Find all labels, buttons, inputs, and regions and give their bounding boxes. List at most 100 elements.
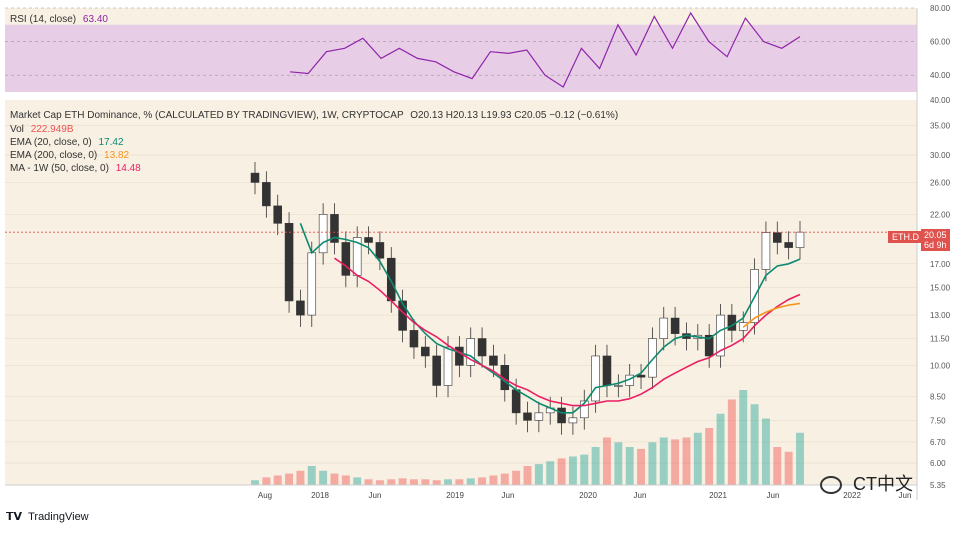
- candle-body: [557, 407, 566, 424]
- candle-body: [296, 300, 305, 316]
- main-tick-label: 11.50: [930, 335, 950, 344]
- ma50-label: MA - 1W (50, close, 0): [10, 163, 109, 174]
- main-y-axis: 40.00 35.00 30.00 26.00 22.00 17.00 15.00 13.00…: [930, 96, 951, 490]
- volume-bar: [523, 466, 532, 485]
- main-legend-title: Market Cap ETH Dominance, % (CALCULATED …: [10, 110, 618, 121]
- volume-bar: [693, 432, 702, 485]
- candle-body: [648, 338, 657, 378]
- volume-bars: [251, 390, 804, 485]
- candle-body: [284, 223, 294, 302]
- volume-bar: [285, 473, 294, 485]
- volume-bar: [489, 475, 498, 485]
- volume-bar: [716, 413, 725, 485]
- candle-body: [443, 346, 453, 386]
- main-tick-label: 15.00: [930, 284, 951, 293]
- main-tick-label: 26.00: [930, 178, 951, 187]
- main-tick-label: 40.00: [930, 96, 951, 105]
- candle-body: [341, 242, 351, 276]
- watermark: CT中文: [820, 470, 913, 496]
- volume-bar: [341, 475, 350, 485]
- vol-legend: Vol 222.949B: [10, 124, 74, 135]
- volume-bar: [319, 470, 328, 485]
- volume-bar: [773, 447, 782, 485]
- candle-body: [704, 334, 714, 357]
- ema20-label: EMA (20, close, 0): [10, 137, 92, 148]
- tv-brand: TradingView: [28, 511, 89, 523]
- volume-bar: [557, 458, 566, 485]
- candle-body: [432, 355, 441, 386]
- candle-body: [727, 314, 737, 331]
- tradingview-logo[interactable]: 𝗧𝗩 TradingView: [6, 510, 89, 523]
- vol-value: 222.949B: [30, 124, 74, 135]
- volume-bar: [659, 437, 668, 485]
- volume-bar: [603, 437, 611, 485]
- candle-body: [534, 412, 544, 421]
- volume-bar: [750, 404, 759, 485]
- ema20-line: [299, 223, 801, 414]
- volume-bar: [761, 418, 770, 485]
- ma50-value: 14.48: [115, 163, 141, 174]
- volume-bar: [705, 428, 714, 485]
- ma50-line: [334, 257, 801, 407]
- volume-bar: [387, 479, 396, 485]
- candle-body: [409, 330, 419, 348]
- candle-body: [784, 242, 793, 248]
- volume-bar: [409, 479, 418, 485]
- candle-body: [262, 182, 271, 207]
- rsi-line: [289, 11, 801, 88]
- candle-body: [375, 242, 385, 259]
- symbol-title: Market Cap ETH Dominance, % (CALCULATED …: [10, 110, 404, 121]
- main-tick-label: 8.50: [930, 392, 946, 401]
- volume-bar: [682, 437, 691, 485]
- volume-bar: [444, 479, 452, 485]
- candle-body: [455, 346, 464, 366]
- candle-body: [795, 231, 805, 248]
- x-tick-label: Jun: [369, 491, 382, 500]
- volume-bar: [466, 478, 475, 485]
- candle-body: [307, 252, 317, 316]
- volume-bar: [353, 477, 362, 485]
- x-tick-label: Jun: [502, 491, 515, 500]
- main-tick-label: 17.00: [930, 260, 951, 269]
- wechat-icon: [820, 476, 842, 495]
- volume-bar: [648, 442, 657, 485]
- candle-body: [273, 205, 282, 224]
- volume-bar: [251, 480, 259, 485]
- x-tick-label: Jun: [899, 491, 912, 500]
- volume-bar: [262, 477, 271, 485]
- volume-bar: [421, 479, 430, 485]
- ema200-legend: EMA (200, close, 0) 13.82: [10, 150, 129, 161]
- rsi-legend-label: RSI (14, close): [10, 14, 77, 25]
- candle-body: [511, 389, 521, 414]
- volume-bar: [637, 448, 646, 485]
- volume-bar: [512, 470, 521, 485]
- main-tick-label: 6.00: [930, 459, 946, 468]
- volume-bar: [671, 439, 680, 485]
- volume-bar: [784, 451, 793, 485]
- volume-bar: [500, 473, 509, 485]
- volume-bar: [727, 399, 736, 485]
- main-tick-label: 5.35: [930, 481, 946, 490]
- candle-body: [250, 172, 260, 183]
- main-tick-label: 13.00: [930, 311, 951, 320]
- x-tick-label: Aug: [258, 491, 272, 500]
- rsi-band: [5, 24, 917, 92]
- volume-bar: [614, 442, 623, 485]
- ema200-value: 13.82: [104, 150, 130, 161]
- rsi-tick-label: 60.00: [930, 38, 951, 47]
- main-tick-label: 22.00: [930, 210, 951, 219]
- candle-body: [579, 400, 589, 419]
- x-tick-label: 2021: [709, 491, 727, 500]
- volume-bar: [307, 466, 316, 485]
- candle-body: [489, 355, 498, 366]
- candle-body: [466, 338, 476, 366]
- volume-bar: [580, 454, 589, 485]
- candle-body: [591, 355, 600, 402]
- candle-body: [602, 355, 612, 386]
- vol-label: Vol: [10, 124, 24, 135]
- price-tag-value: 20.05: [924, 230, 947, 240]
- candle-body: [614, 385, 623, 387]
- volume-bar: [796, 432, 804, 485]
- main-tick-label: 30.00: [930, 151, 951, 160]
